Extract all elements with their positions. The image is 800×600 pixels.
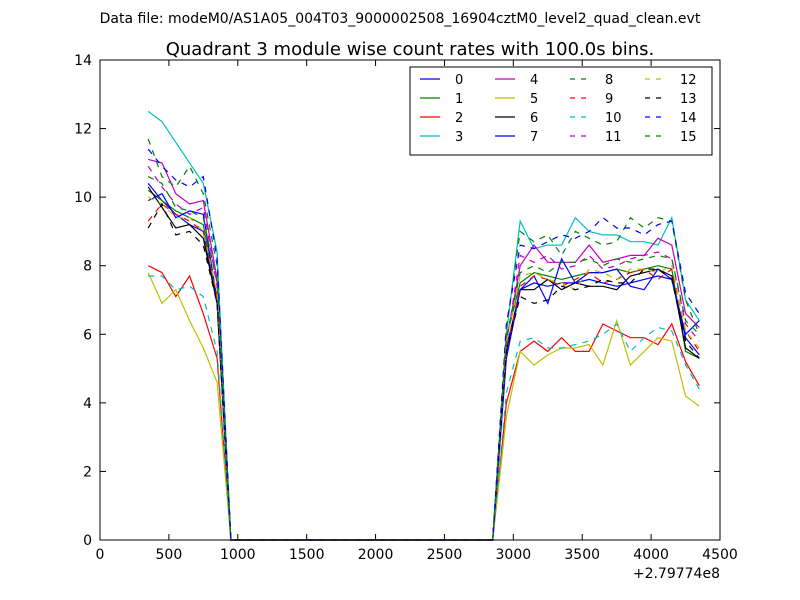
legend-label-11: 11 (605, 130, 622, 145)
legend-label-15: 15 (680, 130, 697, 145)
x-tick-label: 500 (156, 547, 183, 563)
y-tick-label: 6 (83, 327, 92, 343)
y-tick-label: 2 (83, 464, 92, 480)
x-tick-label: 0 (96, 547, 105, 563)
chart-title: Quadrant 3 module wise count rates with … (166, 39, 655, 60)
y-tick-label: 0 (83, 533, 92, 549)
plot-frame (99, 59, 721, 541)
y-tick-label: 8 (83, 259, 92, 275)
x-tick-label: 1000 (220, 547, 256, 563)
x-tick-label: 2500 (427, 547, 463, 563)
data-file-header: Data file: modeM0/AS1A05_004T03_90000025… (100, 11, 701, 27)
legend-label-0: 0 (455, 73, 463, 88)
series-line-9 (147, 203, 700, 541)
y-tick-label: 10 (74, 190, 92, 206)
y-tick-label: 14 (74, 53, 92, 69)
legend-label-4: 4 (530, 73, 538, 88)
legend-label-8: 8 (605, 73, 613, 88)
series-line-10 (148, 275, 700, 541)
legend-label-10: 10 (605, 111, 622, 126)
x-offset-label: +2.79774e8 (633, 566, 720, 582)
x-tick-label: 3000 (496, 547, 532, 563)
legend-label-5: 5 (530, 92, 538, 107)
legend-label-9: 9 (605, 92, 613, 107)
legend-label-2: 2 (455, 111, 463, 126)
legend-label-7: 7 (530, 130, 538, 145)
x-tick-label: 1500 (289, 547, 325, 563)
y-tick-label: 12 (74, 122, 92, 138)
legend-box (409, 66, 713, 156)
axes: 0 500 1000 1500 2000 2500 3000 3500 4000 4500 0 2 4 6… (74, 53, 738, 563)
y-tick-label: 4 (83, 396, 92, 412)
x-tick-label: 3500 (564, 547, 600, 563)
legend-label-14: 14 (680, 111, 697, 126)
x-tick-label: 2000 (358, 547, 394, 563)
legend-label-12: 12 (680, 73, 697, 88)
x-tick-label: 4000 (633, 547, 669, 563)
legend-label-6: 6 (530, 111, 538, 126)
legend-label-13: 13 (680, 92, 697, 107)
legend-label-1: 1 (455, 92, 463, 107)
legend-label-3: 3 (455, 130, 463, 145)
x-tick-label: 4500 (702, 547, 738, 563)
